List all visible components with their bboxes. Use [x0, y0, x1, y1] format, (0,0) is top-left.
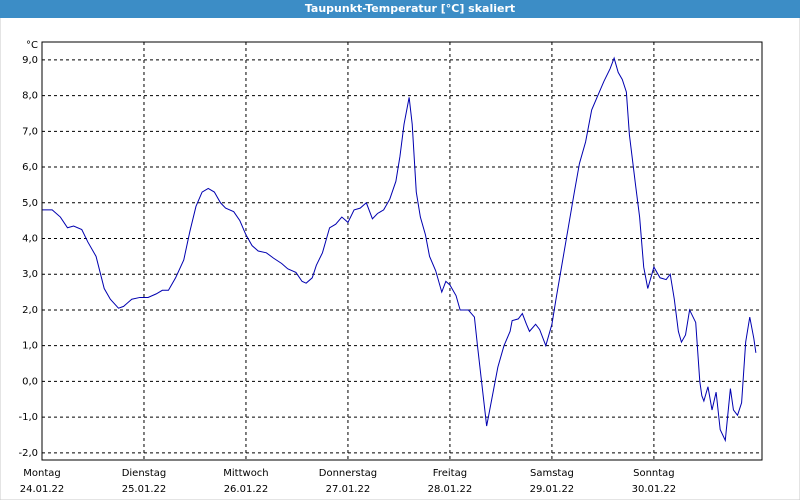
plot	[42, 56, 757, 443]
title-bar	[0, 0, 800, 18]
chart-title: Taupunkt-Temperatur [°C] skaliert	[305, 2, 515, 15]
y-tick-label: -1,0	[18, 412, 38, 423]
x-tick-date: 29.01.22	[530, 484, 575, 495]
y-tick-label: 3,0	[22, 269, 38, 280]
x-tick-label: Sonntag	[633, 468, 675, 479]
x-tick-label: Donnerstag	[319, 468, 377, 479]
y-tick-label: 8,0	[22, 91, 38, 102]
y-tick-label: 7,0	[22, 126, 38, 137]
x-tick-label: Freitag	[433, 468, 467, 479]
x-tick-date: 27.01.22	[326, 484, 371, 495]
x-tick-date: 25.01.22	[122, 484, 167, 495]
data-line	[42, 56, 757, 443]
y-tick-label: 9,0	[22, 55, 38, 66]
x-tick-date: 30.01.22	[632, 484, 677, 495]
y-tick-label: 0,0	[22, 376, 38, 387]
x-tick-date: 24.01.22	[20, 484, 65, 495]
y-tick-label: 1,0	[22, 341, 38, 352]
y-tick-label: -2,0	[18, 448, 38, 459]
y-unit: °C	[26, 40, 38, 51]
x-tick-label: Samstag	[530, 468, 574, 479]
plot-border	[41, 41, 763, 461]
x-tick-label: Montag	[23, 468, 60, 479]
x-tick-label: Dienstag	[122, 468, 167, 479]
y-tick-label: 5,0	[22, 198, 38, 209]
y-tick-label: 4,0	[22, 233, 38, 244]
x-tick-date: 28.01.22	[428, 484, 473, 495]
y-tick-label: 6,0	[22, 162, 38, 173]
x-tick-date: 26.01.22	[224, 484, 269, 495]
x-tick-label: Mittwoch	[223, 468, 268, 479]
y-tick-label: 2,0	[22, 305, 38, 316]
